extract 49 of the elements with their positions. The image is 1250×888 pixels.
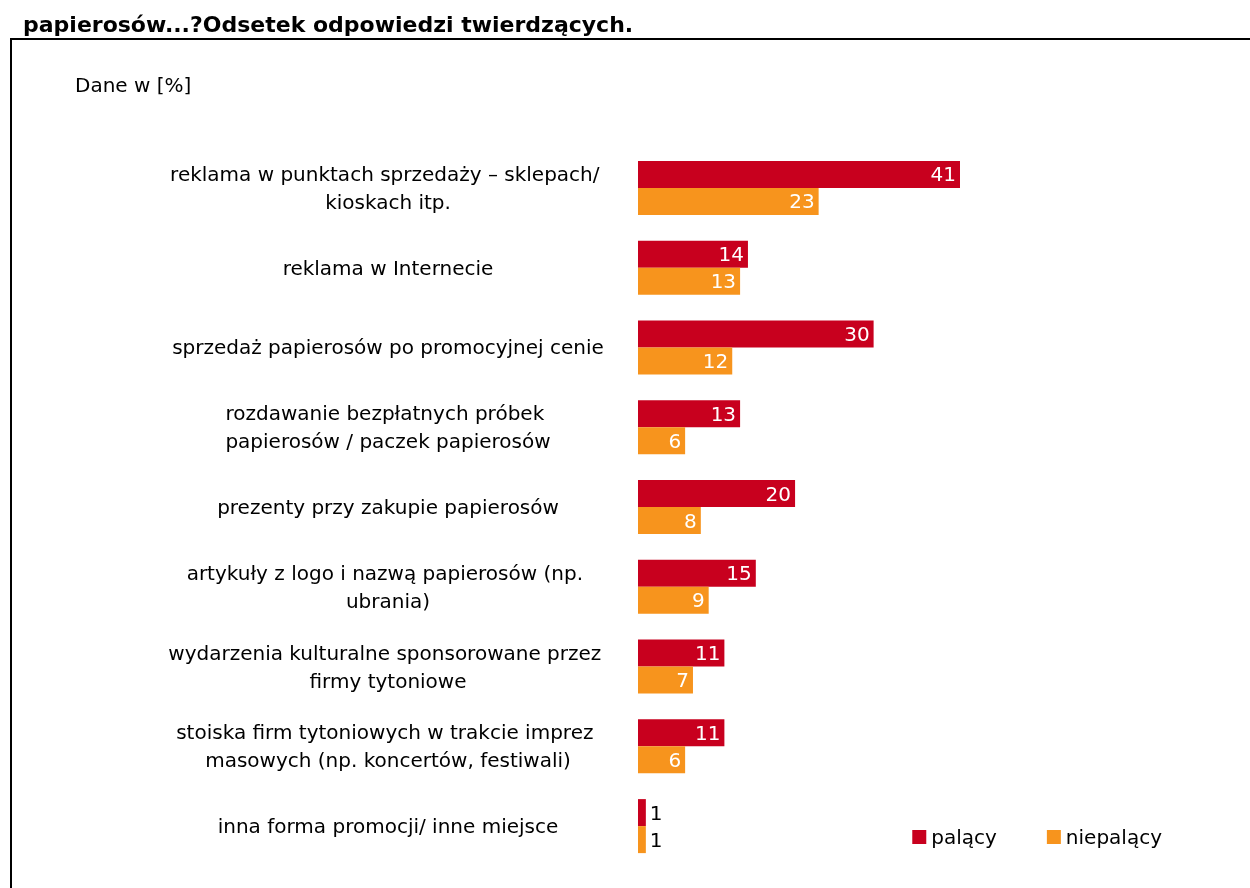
bar	[638, 400, 741, 428]
bar	[638, 826, 646, 854]
bar	[638, 480, 796, 507]
data-label: 6	[668, 747, 682, 772]
bar	[638, 347, 733, 375]
data-label: 14	[718, 242, 744, 267]
legend-label: palący	[931, 825, 998, 849]
data-label: 11	[694, 720, 721, 745]
data-label: 12	[702, 348, 729, 373]
data-label: 9	[691, 588, 705, 613]
y-tick-label: reklama w Internecie	[282, 255, 494, 280]
bar	[638, 427, 686, 455]
data-label: 7	[676, 668, 689, 693]
bar	[638, 719, 725, 747]
data-label: 13	[710, 269, 737, 294]
y-tick-label: wydarzenia kulturalne sponsorowane przez firmy tytoniowe	[168, 640, 608, 693]
text: Dane w [%]	[75, 73, 192, 97]
bar	[638, 746, 686, 774]
bar	[638, 160, 960, 188]
bar	[638, 799, 646, 827]
data-label: 8	[684, 508, 697, 533]
y-tick-label: reklama w punktach sprzedaży – sklepach/ kioskach itp.	[170, 161, 606, 214]
data-label: 1	[649, 800, 663, 825]
bar	[638, 267, 741, 295]
bar	[638, 187, 819, 215]
data-label: 20	[765, 481, 792, 506]
data-label: 30	[844, 321, 870, 346]
data-label: 1	[649, 827, 663, 852]
y-tick-label: sprzedaż papierosów po promocyjnej cenie	[172, 335, 604, 360]
bar	[638, 639, 725, 667]
text: papierosów...?Odsetek odpowiedzi twierdzących.	[23, 11, 634, 37]
data-label: 15	[726, 561, 752, 586]
data-label: 6	[668, 428, 682, 453]
data-label: 13	[710, 401, 737, 426]
y-tick-label: prezenty przy zakupie papierosów	[217, 495, 559, 519]
data-label: 23	[789, 189, 815, 214]
y-tick-label: artykuły z logo i nazwą papierosów (np. ubrania)	[186, 560, 590, 613]
bar	[638, 320, 874, 348]
data-label: 41	[930, 162, 956, 187]
bar	[638, 559, 756, 587]
data-label: 11	[694, 641, 721, 666]
bar	[638, 507, 701, 534]
bar	[638, 586, 709, 614]
y-tick-label: inna forma promocji/ inne miejsce	[217, 814, 559, 839]
legend-label: niepalący	[1065, 825, 1163, 849]
y-tick-label: stoiska firm tytoniowych w trakcie imprez masowych (np. koncertów, festiwali)	[176, 720, 600, 773]
bar	[638, 240, 748, 268]
y-tick-label: rozdawanie bezpłatnych próbek papierosów / paczek papierosów	[225, 401, 551, 454]
bar	[638, 666, 693, 694]
